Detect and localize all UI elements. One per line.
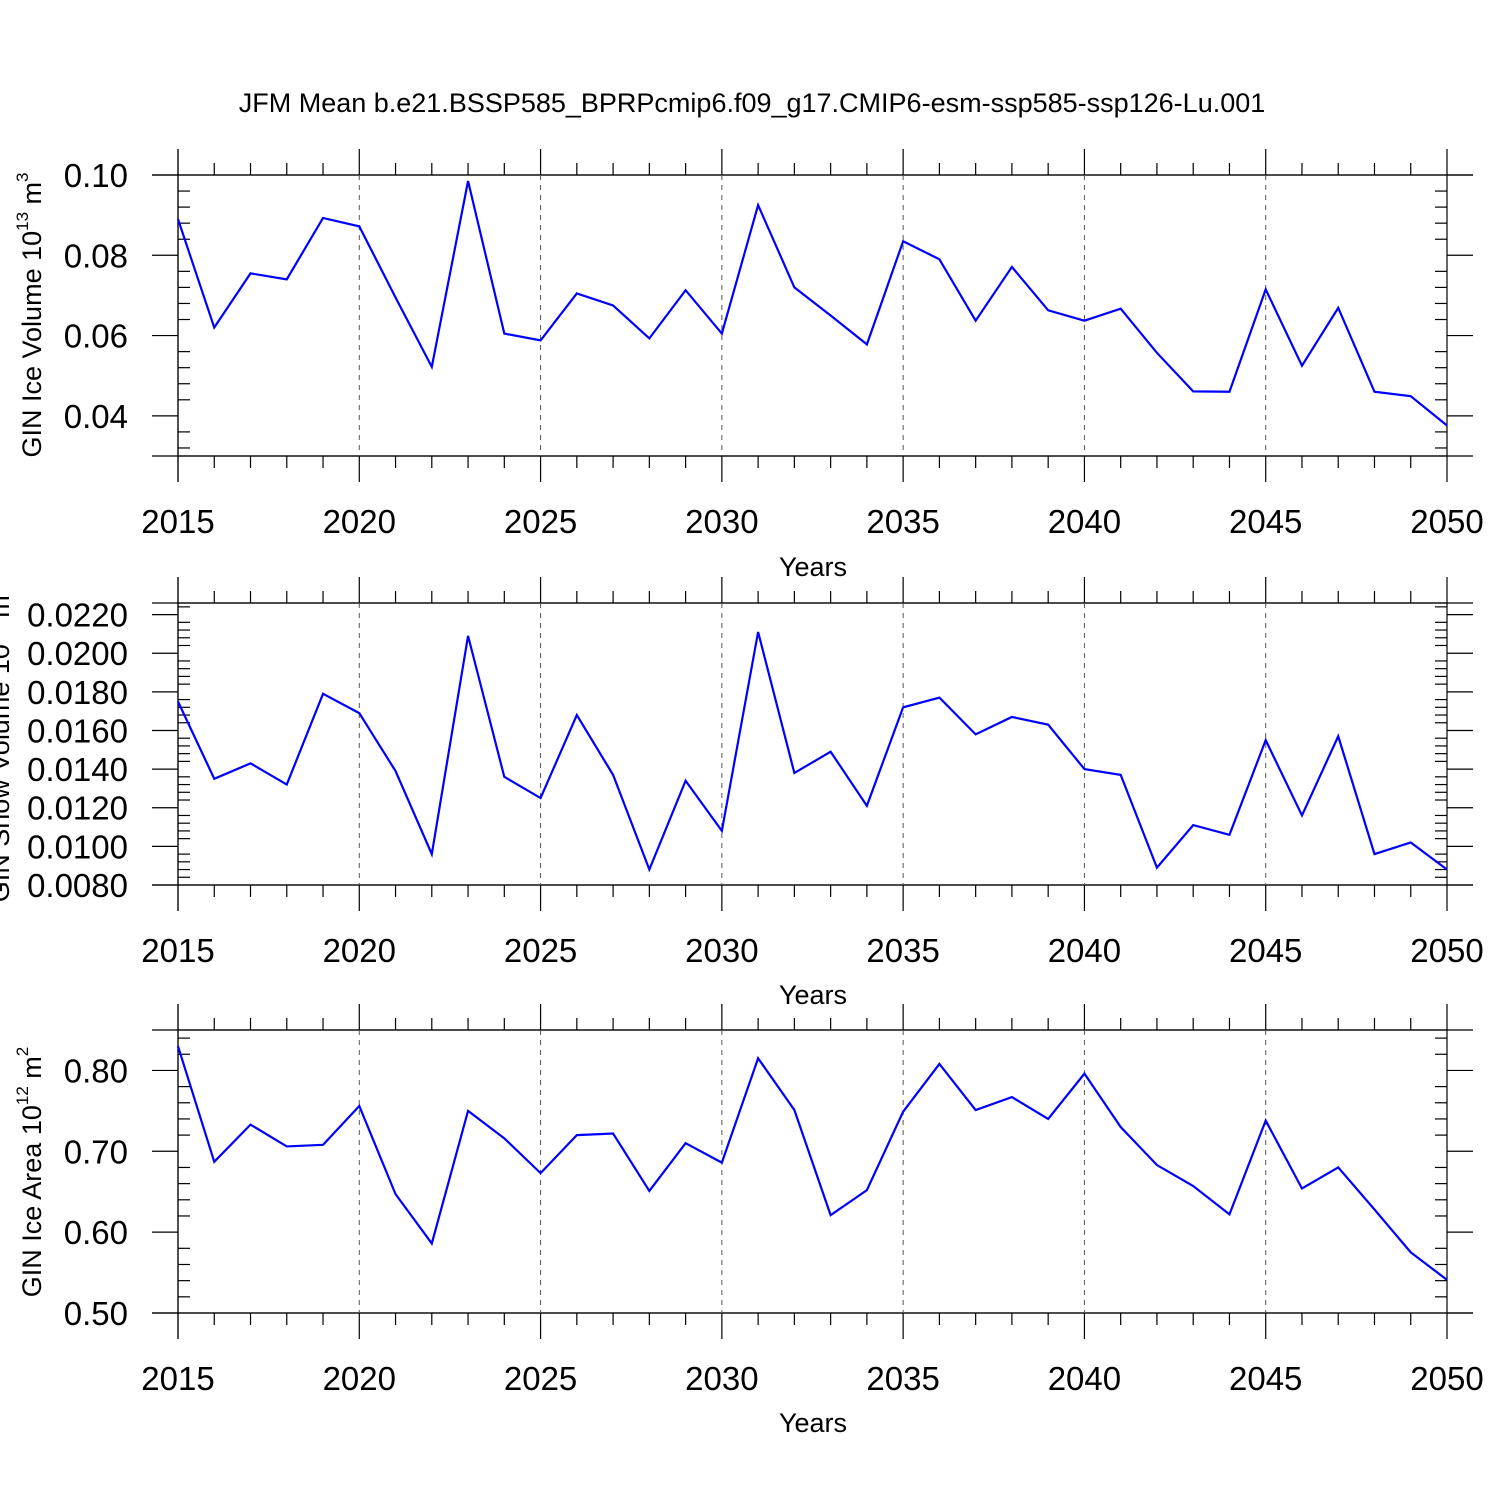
ice-volume-series bbox=[176, 180, 1448, 427]
snow-volume-x-tick-label: 2045 bbox=[1229, 932, 1302, 969]
ice-volume-x-tick-label: 2015 bbox=[141, 503, 214, 540]
ice-area-x-tick-label: 2050 bbox=[1410, 1360, 1483, 1397]
panel-ice-area: 2015 2020 2025 2030 2035 2040 2045 2050 0.50 0.6… bbox=[13, 1004, 1484, 1438]
ice-volume-x-axis-title: Years bbox=[779, 552, 847, 582]
ice-area-y-axis-title: GIN Ice Area 1012 m2 bbox=[13, 1047, 47, 1298]
ice-area-x-tick-label: 2020 bbox=[323, 1360, 396, 1397]
ice-area-plot-frame bbox=[177, 1029, 1448, 1314]
panel-snow-volume: 2015 2020 2025 2030 2035 2040 2045 2050 0.00800… bbox=[0, 577, 1484, 1010]
ice-volume-y-tick-label: 0.04 bbox=[64, 398, 128, 435]
ice-area-x-tick-label: 2025 bbox=[504, 1360, 577, 1397]
ice-volume-x-tick-label: 2020 bbox=[323, 503, 396, 540]
snow-volume-y-tick-label: 0.0220 bbox=[27, 597, 128, 634]
snow-volume-x-tick-label: 2035 bbox=[866, 932, 939, 969]
ice-area-axes bbox=[152, 1004, 1473, 1339]
ice-area-x-tick-label: 2045 bbox=[1229, 1360, 1302, 1397]
snow-volume-x-tick-label: 2030 bbox=[685, 932, 758, 969]
snow-volume-y-tick-label: 0.0200 bbox=[27, 635, 128, 672]
ice-volume-y-axis-title: GIN Ice Volume 1013 m3 bbox=[13, 172, 47, 457]
ice-area-x-tick-label: 2035 bbox=[866, 1360, 939, 1397]
ice-volume-grid bbox=[358, 175, 1267, 456]
ice-area-grid bbox=[358, 1030, 1267, 1313]
ice-area-x-tick-label: 2015 bbox=[141, 1360, 214, 1397]
snow-volume-y-tick-label: 0.0080 bbox=[27, 867, 128, 904]
snow-volume-x-tick-label: 2040 bbox=[1048, 932, 1121, 969]
snow-volume-grid bbox=[358, 603, 1267, 885]
snow-volume-y-tick-label: 0.0160 bbox=[27, 712, 128, 749]
ice-volume-y-tick-label: 0.06 bbox=[64, 318, 128, 355]
ice-volume-axes bbox=[152, 149, 1473, 482]
snow-volume-y-axis-title: GIN Snow Volume 1013 m3 bbox=[0, 586, 15, 903]
snow-volume-x-axis-title: Years bbox=[779, 980, 847, 1010]
ice-area-y-tick-label: 0.70 bbox=[64, 1133, 128, 1170]
ice-volume-x-tick-label: 2030 bbox=[685, 503, 758, 540]
snow-volume-series-line bbox=[177, 631, 1448, 873]
snow-volume-x-tick-label: 2025 bbox=[504, 932, 577, 969]
snow-volume-x-tick-label: 2015 bbox=[141, 932, 214, 969]
snow-volume-ticks bbox=[152, 577, 1473, 911]
snow-volume-y-tick-label: 0.0140 bbox=[27, 751, 128, 788]
ice-volume-x-tick-label: 2050 bbox=[1410, 503, 1483, 540]
snow-volume-y-tick-label: 0.0180 bbox=[27, 674, 128, 711]
ice-area-x-tick-label: 2040 bbox=[1048, 1360, 1121, 1397]
ice-area-y-tick-label: 0.60 bbox=[64, 1214, 128, 1251]
ice-volume-y-tick-label: 0.08 bbox=[64, 237, 128, 274]
snow-volume-x-tick-label: 2020 bbox=[323, 932, 396, 969]
snow-volume-x-tick-label: 2050 bbox=[1410, 932, 1483, 969]
snow-volume-axes bbox=[152, 577, 1473, 911]
ice-area-y-tick-label: 0.80 bbox=[64, 1052, 128, 1089]
ice-area-x-tick-labels: 2015 2020 2025 2030 2035 2040 2045 2050 bbox=[141, 1360, 1483, 1397]
ice-area-y-tick-label: 0.50 bbox=[64, 1295, 128, 1332]
ice-volume-x-tick-label: 2035 bbox=[866, 503, 939, 540]
snow-volume-y-tick-labels: 0.00800.01000.01200.01400.01600.01800.02… bbox=[27, 597, 128, 904]
ice-area-series bbox=[176, 1045, 1448, 1281]
ice-area-series-line bbox=[176, 1045, 1448, 1281]
figure-title: JFM Mean b.e21.BSSP585_BPRPcmip6.f09_g17… bbox=[239, 88, 1266, 118]
ice-volume-y-tick-labels: 0.04 0.06 0.08 0.10 bbox=[64, 157, 128, 435]
ice-volume-y-tick-label: 0.10 bbox=[64, 157, 128, 194]
snow-volume-x-tick-labels: 2015 2020 2025 2030 2035 2040 2045 2050 bbox=[141, 932, 1483, 969]
ice-area-ticks bbox=[152, 1004, 1473, 1339]
ice-volume-x-tick-label: 2025 bbox=[504, 503, 577, 540]
snow-volume-plot-frame bbox=[177, 602, 1448, 886]
ice-volume-x-tick-label: 2045 bbox=[1229, 503, 1302, 540]
ice-area-x-axis-title: Years bbox=[779, 1408, 847, 1438]
ice-volume-ticks bbox=[152, 149, 1473, 482]
panel-ice-volume: 2015 2020 2025 2030 2035 2040 2045 2050 0.040.0… bbox=[13, 149, 1484, 582]
snow-volume-y-tick-label: 0.0120 bbox=[27, 790, 128, 827]
ice-area-x-tick-label: 2030 bbox=[685, 1360, 758, 1397]
ice-volume-x-tick-label: 2040 bbox=[1048, 503, 1121, 540]
ice-volume-x-tick-labels: 2015 2020 2025 2030 2035 2040 2045 2050 bbox=[141, 503, 1483, 540]
ice-area-y-tick-labels: 0.50 0.60 0.70 0.80 bbox=[64, 1052, 128, 1332]
snow-volume-series bbox=[177, 631, 1448, 873]
ice-volume-series-line bbox=[176, 180, 1448, 427]
snow-volume-y-tick-label: 0.0100 bbox=[27, 828, 128, 865]
